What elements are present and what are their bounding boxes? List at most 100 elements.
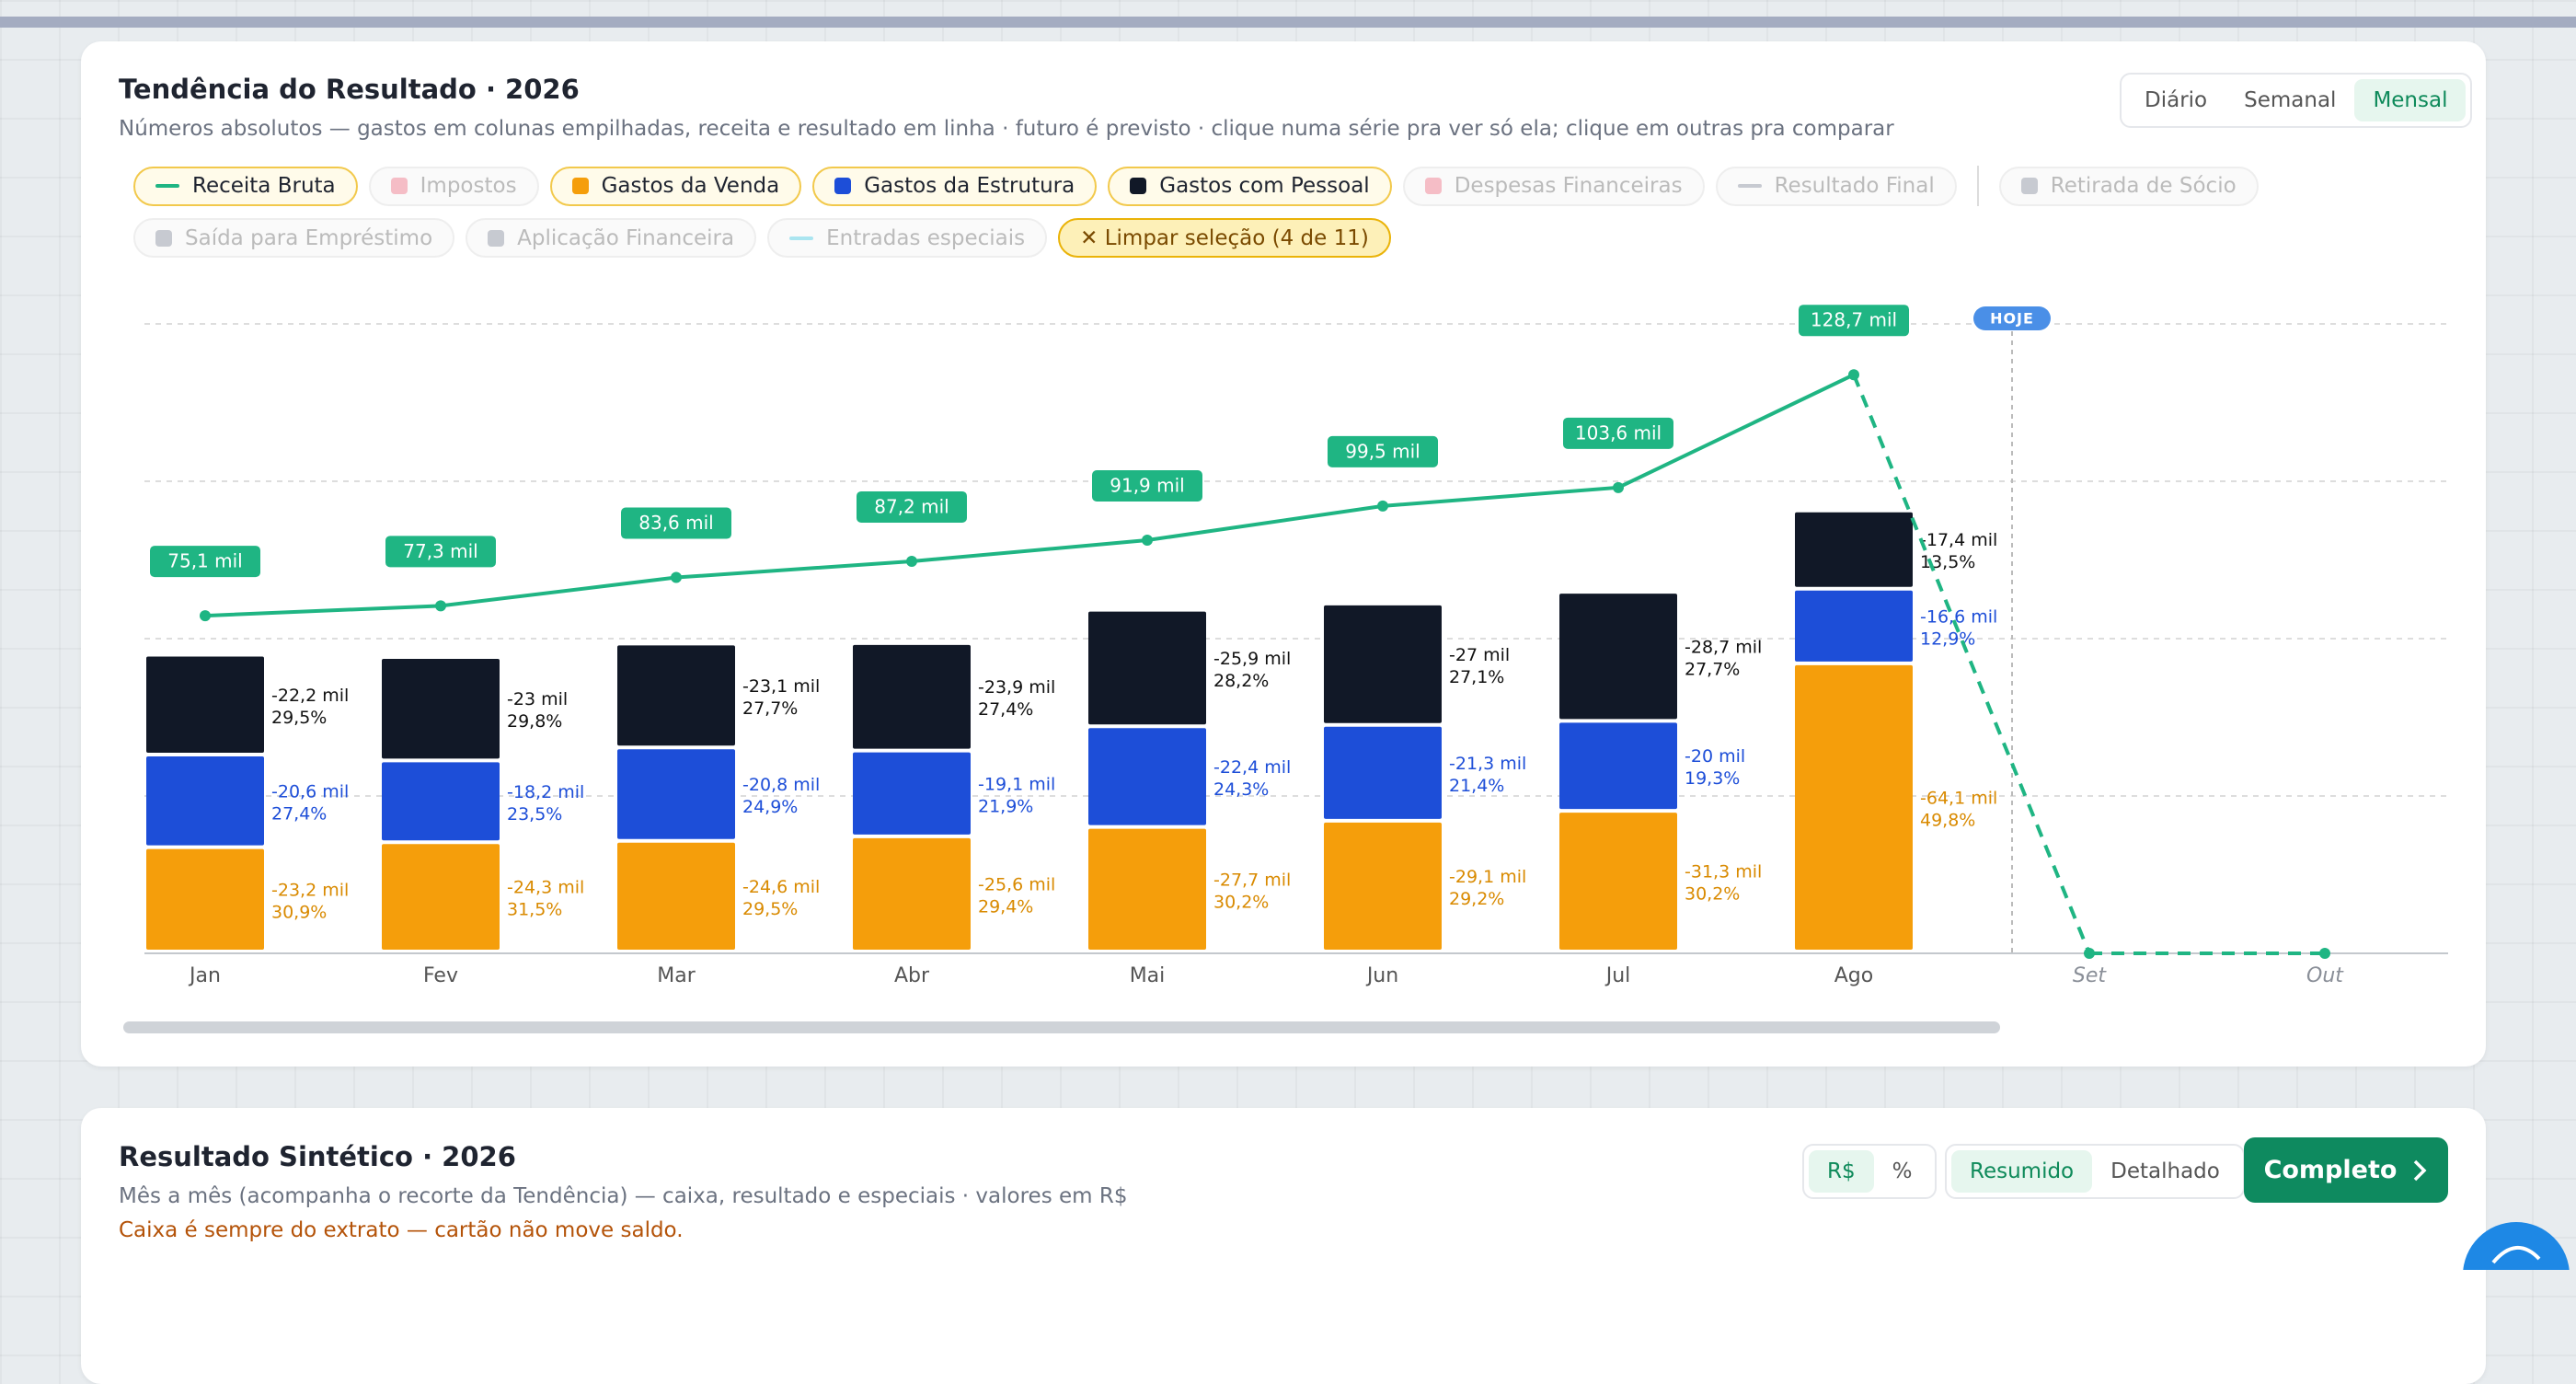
x-tick-label: Out	[2306, 964, 2344, 987]
toggle-option[interactable]: Semanal	[2244, 88, 2337, 112]
line-point	[435, 600, 446, 612]
legend-chip[interactable]: Receita Bruta	[133, 166, 358, 206]
value-label-bg	[150, 546, 260, 578]
bar-segment	[146, 656, 264, 754]
legend-chip[interactable]: Retirada de Sócio	[1998, 166, 2259, 206]
bar-label: -23 mil 29,8%	[507, 689, 568, 732]
bar-value-label: -28,7 mil	[1685, 637, 1762, 657]
value-label-bg	[1563, 417, 1673, 449]
assistant-avatar[interactable]	[2456, 1215, 2576, 1270]
line-point	[1848, 369, 1859, 381]
scrollbar[interactable]	[123, 1021, 2000, 1033]
bar-label: -19,1 mil 21,9%	[978, 774, 1055, 816]
toggle-option[interactable]: %	[1892, 1159, 1913, 1183]
line-point	[1613, 481, 1624, 493]
bar-segment	[146, 756, 264, 846]
bar-share-label: 30,9%	[271, 902, 327, 922]
bar-value-label: -29,1 mil	[1449, 866, 1526, 886]
chevron-icon	[2414, 1159, 2427, 1181]
bar-value-label: -23,2 mil	[271, 880, 349, 900]
legend-icon	[2020, 178, 2038, 194]
bar-label: -27 mil 27,1%	[1449, 644, 1510, 686]
bar-segment	[1559, 813, 1677, 950]
bar-segment	[146, 848, 264, 950]
bar-value-label: -23 mil	[507, 689, 568, 709]
bar-share-label: 30,2%	[1213, 892, 1269, 912]
bar-value-label: -27 mil	[1449, 644, 1510, 664]
toggle-option[interactable]: Detalhado	[2110, 1159, 2220, 1183]
bar-label: -31,3 mil 30,2%	[1685, 861, 1762, 904]
legend-chip[interactable]: Gastos com Pessoal	[1108, 166, 1392, 206]
bar-share-label: 49,8%	[1920, 810, 1975, 830]
bar-segment	[1795, 664, 1913, 950]
chart-title: Tendência do Resultado · 2026	[119, 74, 580, 105]
legend-chip[interactable]: Aplicação Financeira	[466, 218, 757, 258]
value-label-bg	[1799, 305, 1909, 337]
bar-label: -23,9 mil 27,4%	[978, 677, 1055, 720]
legend-icon	[488, 229, 505, 247]
bar-segment	[1795, 590, 1913, 662]
x-tick-label: Jan	[188, 964, 221, 987]
toggle-option[interactable]: Diário	[2145, 88, 2208, 112]
legend-chip[interactable]: Entradas especiais	[767, 218, 1048, 258]
legend-chip[interactable]: Gastos da Estrutura	[812, 166, 1098, 206]
bar-label: -23,1 mil 27,7%	[742, 675, 820, 718]
x-tick-label: Abr	[894, 964, 930, 987]
bar-share-label: 31,5%	[507, 899, 562, 919]
bar-value-label: -23,1 mil	[742, 675, 820, 696]
legend-icon	[155, 229, 172, 247]
legend-separator	[1976, 166, 1979, 206]
line-point	[1377, 500, 1388, 512]
bar-segment	[617, 749, 735, 839]
bar-segment	[1088, 728, 1206, 825]
chart: Jan Fev Mar Abr Mai Jun Jul Ago Set Out HOJE -23,2 …	[144, 305, 2448, 987]
bar-value-label: -18,2 mil	[507, 781, 584, 802]
complete-button[interactable]: Completo	[2244, 1137, 2448, 1203]
unit-toggle: R$%	[1802, 1144, 1938, 1199]
line-point	[2084, 948, 2095, 959]
bar-share-label: 27,4%	[978, 699, 1033, 720]
bar-segment	[617, 842, 735, 950]
toggle-option[interactable]: Mensal	[2354, 79, 2467, 121]
bar-value-label: -24,6 mil	[742, 876, 820, 896]
bar-value-label: -64,1 mil	[1920, 788, 1997, 808]
toggle-option[interactable]: R$	[1809, 1150, 1874, 1193]
legend-chip[interactable]: Impostos	[368, 166, 539, 206]
bar-segment	[1795, 512, 1913, 587]
bar-share-label: 19,3%	[1685, 768, 1740, 789]
bar-segment	[853, 752, 971, 835]
legend-icon	[789, 236, 814, 240]
clear-filter[interactable]: ✕ Limpar seleção (4 de 11)	[1058, 218, 1391, 258]
legend-label: Receita Bruta	[192, 174, 336, 198]
x-tick-label: Jul	[1604, 964, 1631, 987]
bar-share-label: 28,2%	[1213, 670, 1269, 690]
legend-chip[interactable]: Gastos da Venda	[549, 166, 802, 206]
legend-chip[interactable]: Resultado Final	[1715, 166, 1957, 206]
bar-share-label: 21,4%	[1449, 775, 1504, 795]
legend-label: Aplicação Financeira	[517, 225, 735, 250]
bar-value-label: -23,9 mil	[978, 677, 1055, 698]
legend-label: Retirada de Sócio	[2050, 174, 2237, 198]
x-tick-label: Mar	[657, 964, 696, 987]
bar-segment	[1559, 722, 1677, 810]
legend-chip[interactable]: Despesas Financeiras	[1402, 166, 1705, 206]
legend-label: Impostos	[420, 174, 517, 198]
bar-share-label: 23,5%	[507, 803, 562, 824]
legend-icon	[1424, 178, 1442, 194]
value-label: 103,6 mil	[1575, 421, 1662, 444]
bar-label: -25,6 mil 29,4%	[978, 874, 1055, 917]
bar-value-label: -16,6 mil	[1920, 606, 1997, 627]
bar-value-label: -20,8 mil	[742, 775, 820, 795]
toggle-option[interactable]: Resumido	[1951, 1150, 2093, 1193]
bar-value-label: -25,9 mil	[1213, 648, 1291, 668]
bar-share-label: 27,1%	[1449, 666, 1504, 686]
value-label: 77,3 mil	[403, 540, 477, 562]
bar-segment	[1559, 594, 1677, 720]
value-label: 87,2 mil	[874, 495, 949, 517]
bar-value-label: -21,3 mil	[1449, 753, 1526, 773]
line-point	[200, 610, 211, 622]
bar-share-label: 29,5%	[742, 898, 798, 918]
legend-label: Entradas especiais	[826, 225, 1026, 250]
value-label: 91,9 mil	[1110, 475, 1184, 497]
legend-chip[interactable]: Saída para Empréstimo	[133, 218, 455, 258]
